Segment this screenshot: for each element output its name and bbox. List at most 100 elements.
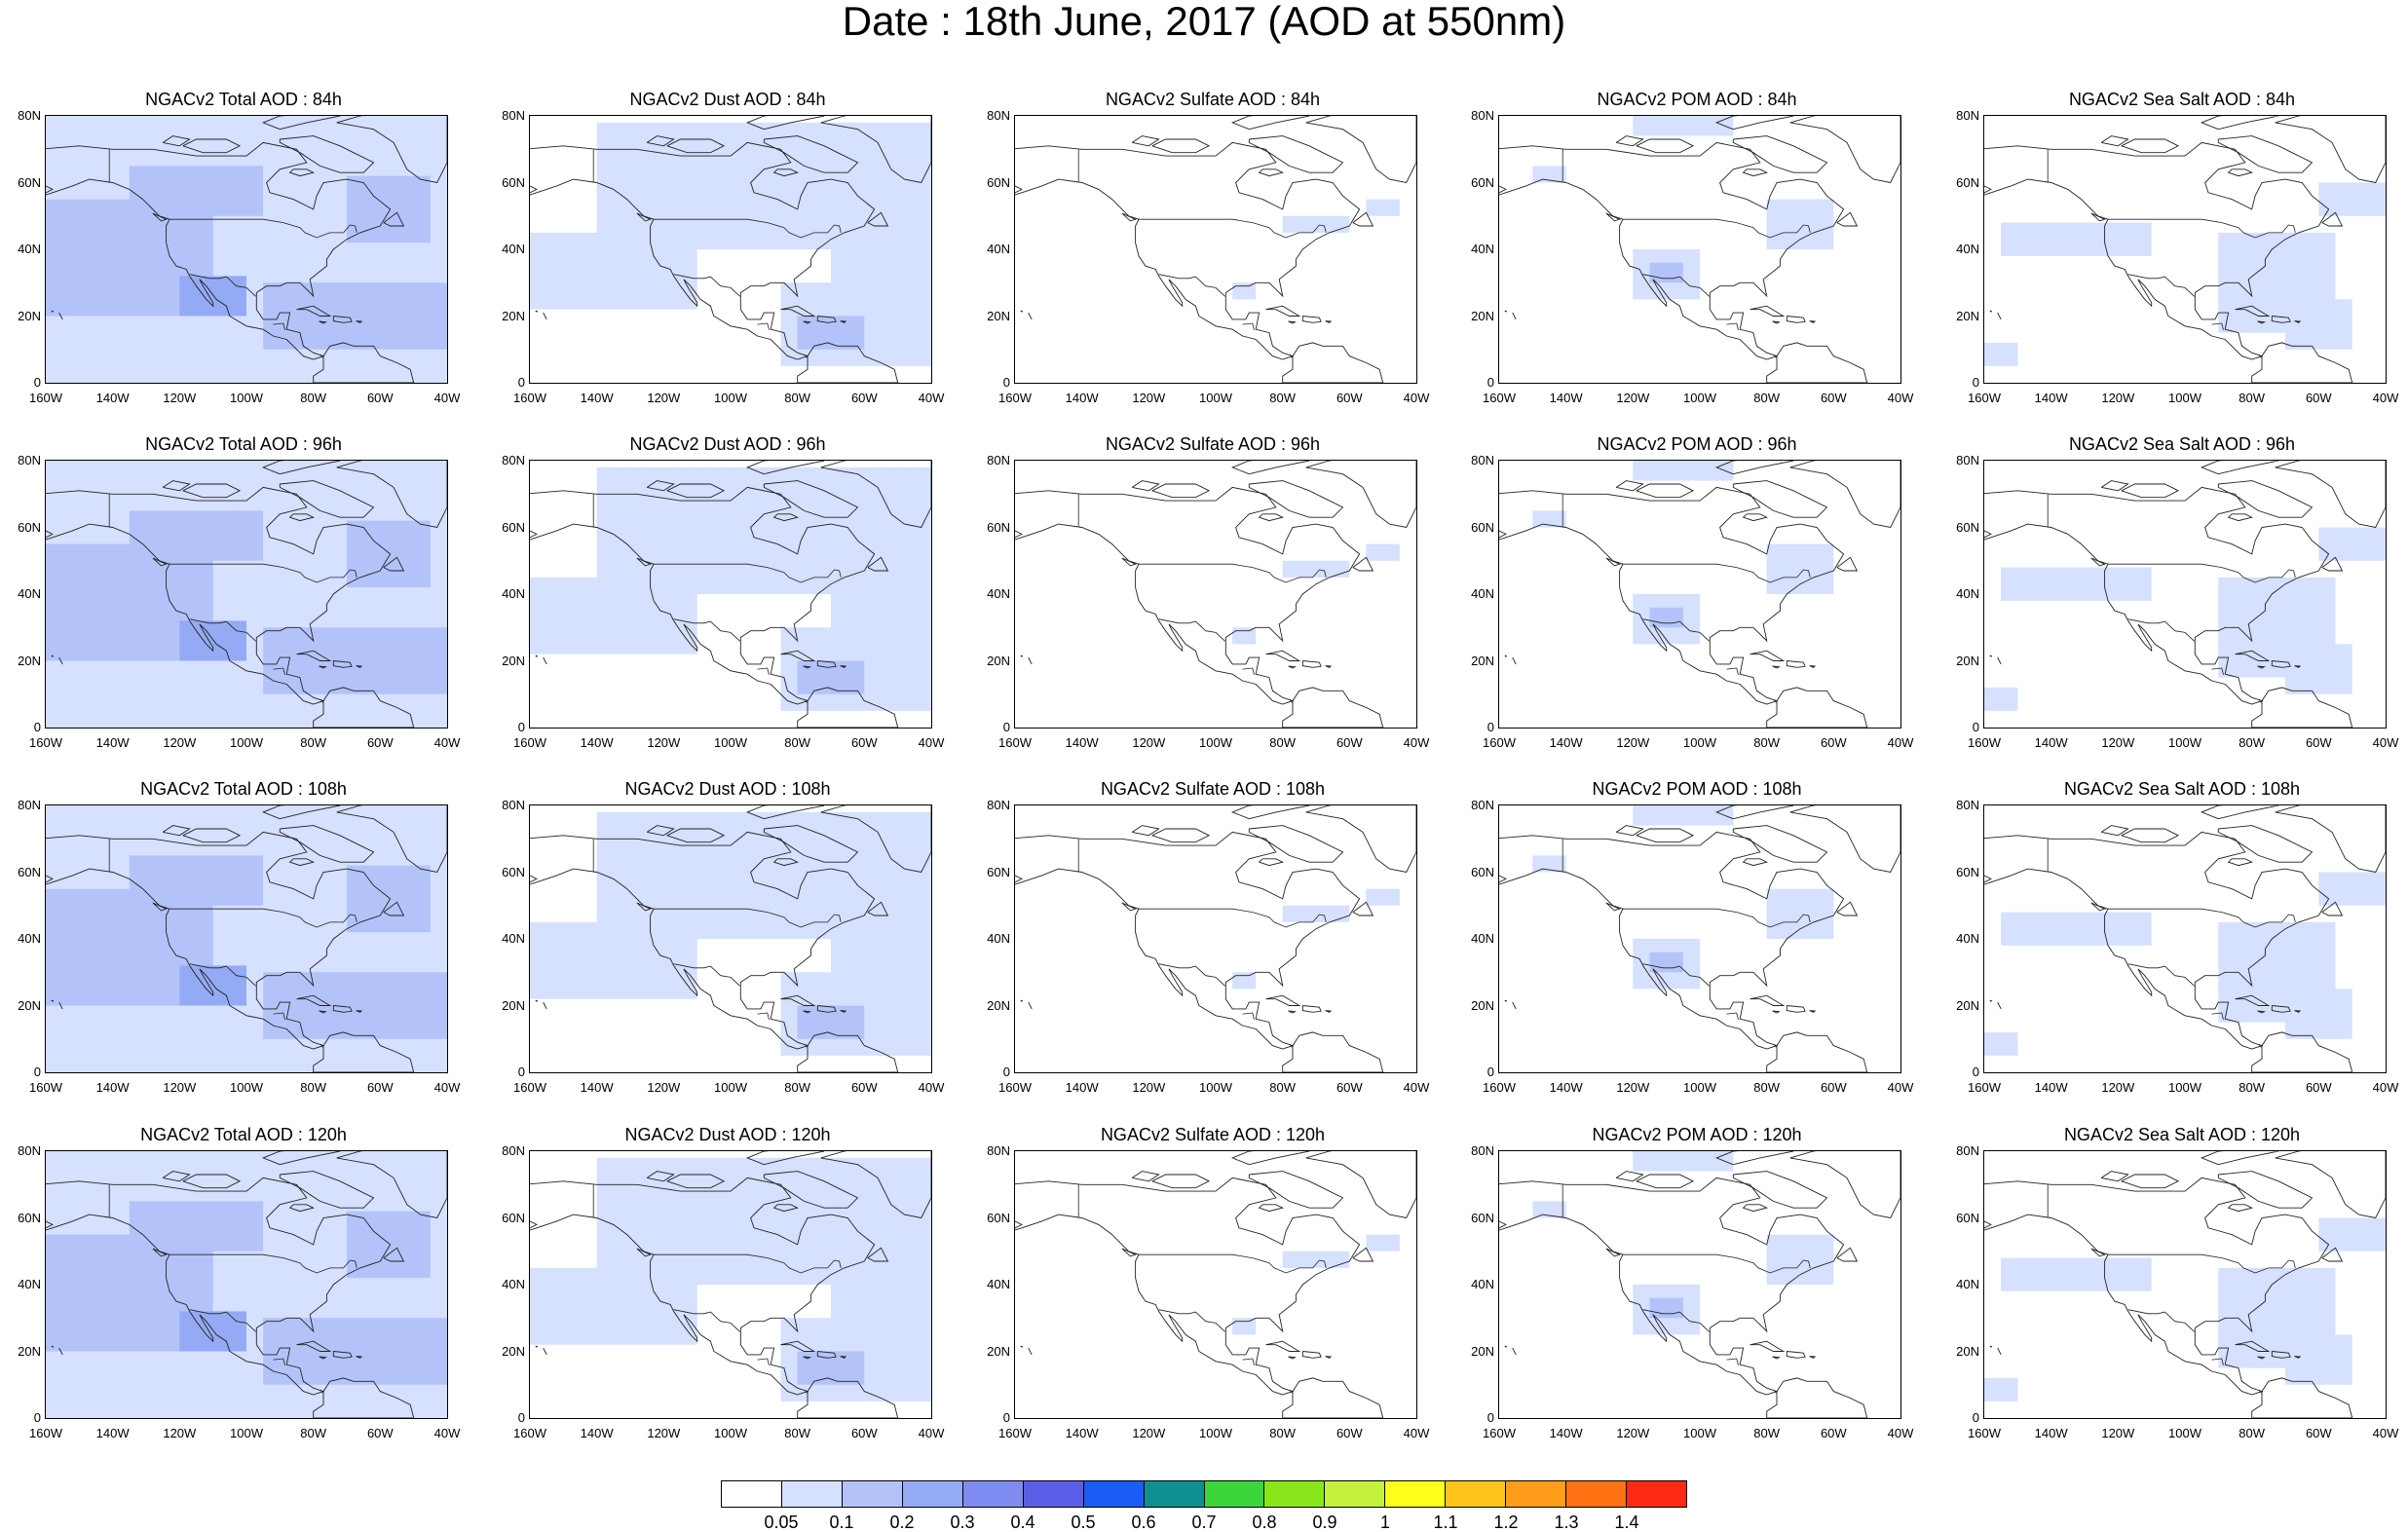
country-border (273, 667, 285, 675)
country-border (1242, 1358, 1255, 1365)
aod-field-cell (263, 627, 447, 694)
lat-tick-label: 80N (18, 798, 41, 812)
coastline (1151, 1174, 1211, 1189)
coastline (780, 650, 816, 661)
lon-tick-label: 140W (580, 735, 614, 750)
aod-field-cell (1766, 888, 1834, 939)
lon-tick-label: 80W (300, 391, 327, 405)
coastline (1121, 212, 1137, 222)
country-border (169, 908, 357, 928)
coastline (816, 660, 837, 668)
lon-tick-label: 160W (1483, 1426, 1516, 1440)
coastline (1020, 999, 1024, 1002)
lon-tick-label: 60W (2305, 391, 2332, 405)
aod-field-cell (1633, 461, 1734, 481)
map-frame (1014, 1150, 1417, 1419)
aod-field-cell (1366, 888, 1400, 906)
country-border (1139, 218, 1327, 239)
coastline (1989, 654, 1993, 657)
country-border (1726, 322, 1739, 330)
coastline (2321, 1247, 2344, 1262)
lon-tick-label: 40W (918, 735, 945, 750)
lat-tick-label: 0 (33, 1410, 41, 1425)
lon-tick-label: 160W (1483, 735, 1516, 750)
lon-tick-label: 100W (2168, 1080, 2201, 1095)
lat-tick-label: 20N (1471, 997, 1494, 1013)
lat-tick-label: 20N (18, 997, 41, 1013)
coastline (2271, 316, 2291, 323)
lat-tick-label: 40N (987, 1277, 1010, 1291)
colorbar-swatch (781, 1481, 843, 1507)
aod-field-cell (263, 1318, 447, 1385)
coastline (816, 1351, 837, 1359)
lon-tick-label: 140W (580, 1426, 614, 1440)
coastline (313, 1031, 415, 1072)
coastline (2100, 1171, 2129, 1182)
panel-title: NGACv2 POM AOD : 108h (1592, 779, 1802, 799)
lon-tick-label: 140W (1549, 391, 1583, 405)
country-border (1623, 563, 1811, 583)
coastline (636, 557, 652, 567)
lon-tick-label: 40W (1887, 391, 1914, 405)
lon-tick-label: 40W (1403, 391, 1430, 405)
aod-field-cell (1984, 1377, 2018, 1401)
map-frame (529, 115, 932, 384)
coastline (772, 168, 800, 177)
lon-tick-label: 80W (2239, 1426, 2266, 1440)
coastline (1265, 305, 1301, 317)
coastline (313, 687, 415, 728)
lon-tick-label: 120W (163, 735, 197, 750)
coastline (2294, 1010, 2302, 1013)
country-border (2211, 667, 2224, 675)
coastline (261, 116, 341, 131)
map-panel: NGACv2 Dust AOD : 120h 80N 60N 40N 20N 0 160W 1… (484, 1125, 971, 1456)
lon-tick-label: 40W (1403, 735, 1430, 750)
coastline (1732, 825, 1828, 863)
coastline (797, 1377, 899, 1418)
coastline (1301, 1351, 1322, 1359)
coastline (1989, 310, 1993, 313)
aod-field-cell (179, 1311, 246, 1352)
aod-field-cell (1633, 116, 1734, 136)
country-border (1773, 1389, 1777, 1394)
coastline (2227, 858, 2254, 867)
map-panel: NGACv2 POM AOD : 120h 80N 60N 40N 20N 0 160W 14… (1453, 1125, 1940, 1456)
lat-tick-label: 40N (18, 1277, 41, 1291)
lon-tick-label: 120W (2101, 735, 2135, 750)
country-border (757, 667, 770, 675)
coastline (1512, 1347, 1517, 1356)
map-panel: NGACv2 Sulfate AOD : 120h 80N 60N 40N 20N 0 16… (969, 1125, 1456, 1456)
country-border (1158, 963, 1225, 987)
coastline (840, 1010, 847, 1013)
country-border (1289, 1043, 1293, 1048)
colorbar-label: 0.5 (1071, 1513, 1096, 1532)
lon-tick-label: 60W (1336, 1426, 1363, 1440)
aod-map (530, 1151, 931, 1418)
coastline (1325, 1356, 1333, 1359)
country-border (1623, 1253, 1811, 1274)
coastline (1512, 1001, 1517, 1010)
lat-tick-label: 40N (1471, 586, 1494, 601)
coastline (279, 135, 375, 173)
colorbar-swatch (1627, 1481, 1686, 1507)
coastline (1305, 116, 1416, 184)
coastline (780, 1340, 816, 1352)
colorbar-swatch (962, 1481, 1024, 1507)
lon-tick-label: 120W (647, 735, 681, 750)
aod-field-cell (179, 620, 246, 661)
coastline (336, 116, 447, 184)
aod-map (1015, 805, 1416, 1072)
country-border (1158, 274, 1225, 297)
lon-tick-label: 120W (163, 391, 197, 405)
lat-tick-label: 60N (502, 864, 525, 879)
coastline (1325, 665, 1333, 668)
country-border (1242, 1012, 1255, 1020)
lon-tick-label: 40W (433, 391, 461, 405)
coastline (279, 1171, 375, 1209)
country-border (320, 698, 323, 703)
colorbar-label: 1.1 (1433, 1513, 1458, 1532)
coastline (162, 135, 191, 147)
lon-tick-label: 100W (1683, 735, 1716, 750)
coastline (152, 557, 168, 567)
aod-map (1984, 805, 2386, 1072)
